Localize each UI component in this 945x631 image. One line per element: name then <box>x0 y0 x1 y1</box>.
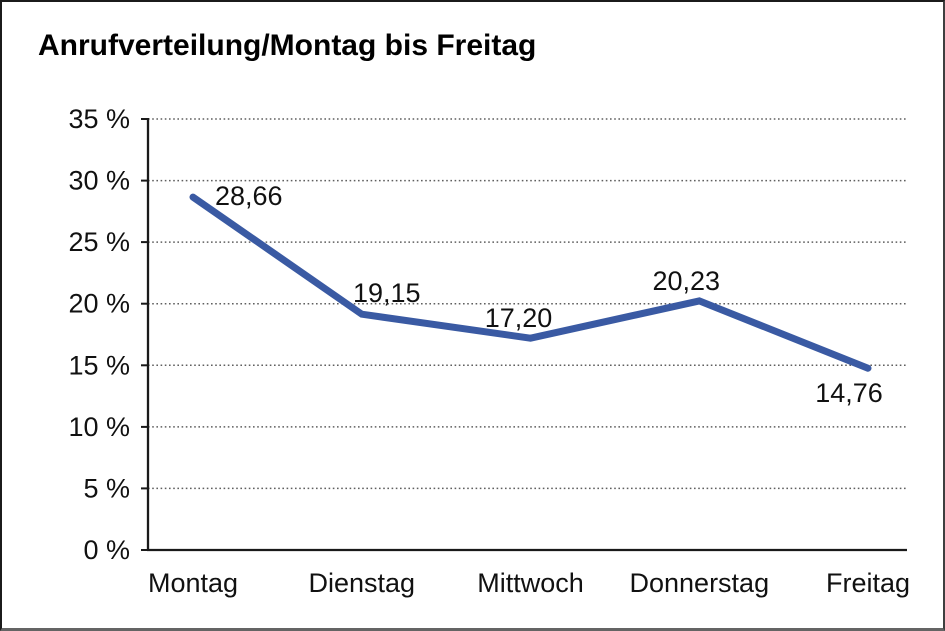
y-axis-label: 5 % <box>83 473 130 503</box>
data-label: 17,20 <box>485 303 553 333</box>
y-axis-label: 35 % <box>68 104 130 134</box>
data-label: 28,66 <box>215 181 283 211</box>
series-line <box>189 193 872 372</box>
y-axis-labels: 0 % 5 % 10 % 15 % 20 % 25 % 30 % 35 % <box>68 104 130 565</box>
gridlines <box>148 118 907 490</box>
y-axis-label: 15 % <box>68 350 130 380</box>
y-axis-ticks <box>141 118 148 551</box>
data-label: 14,76 <box>815 378 883 408</box>
x-axis-labels: Montag Dienstag Mittwoch Donnerstag Freitag <box>148 568 910 598</box>
data-label: 20,23 <box>653 266 721 296</box>
data-label: 19,15 <box>353 278 421 308</box>
data-labels: 28,66 19,15 17,20 20,23 14,76 <box>215 181 883 408</box>
y-axis-label: 20 % <box>68 289 130 319</box>
x-axis-label: Mittwoch <box>477 568 584 598</box>
x-axis-label: Donnerstag <box>630 568 770 598</box>
x-axis-label: Montag <box>148 568 238 598</box>
data-series <box>189 193 872 372</box>
axes <box>146 118 907 552</box>
y-axis-label: 10 % <box>68 412 130 442</box>
x-axis-label: Freitag <box>826 568 910 598</box>
y-axis-label: 0 % <box>83 535 130 565</box>
y-axis-label: 25 % <box>68 227 130 257</box>
x-axis-label: Dienstag <box>309 568 416 598</box>
y-axis-label: 30 % <box>68 166 130 196</box>
chart-title: Anrufverteilung/Montag bis Freitag <box>38 29 537 62</box>
